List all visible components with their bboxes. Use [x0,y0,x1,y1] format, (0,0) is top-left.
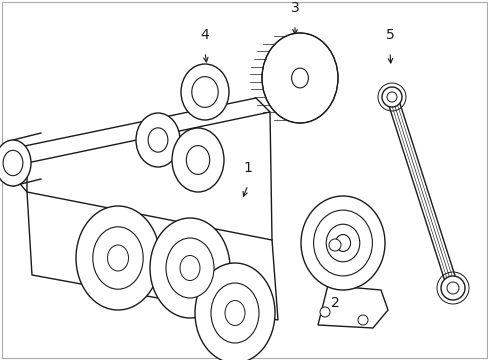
Polygon shape [15,98,269,163]
Ellipse shape [325,224,359,262]
Ellipse shape [274,48,325,108]
Circle shape [319,307,329,317]
Ellipse shape [262,33,337,123]
Ellipse shape [107,245,128,271]
Circle shape [357,315,367,325]
Polygon shape [27,192,278,320]
Polygon shape [386,95,457,290]
Ellipse shape [76,206,160,310]
Ellipse shape [0,140,31,186]
Polygon shape [15,148,27,192]
Ellipse shape [335,235,350,251]
Text: 3: 3 [290,1,299,15]
Ellipse shape [136,113,180,167]
Ellipse shape [271,44,328,112]
Ellipse shape [291,68,308,88]
Ellipse shape [277,52,322,104]
Text: 5: 5 [385,28,393,42]
Text: 2: 2 [330,296,339,310]
Ellipse shape [150,218,229,318]
Ellipse shape [148,128,167,152]
Ellipse shape [210,283,259,343]
Circle shape [386,92,396,102]
Ellipse shape [93,227,143,289]
Circle shape [328,239,340,251]
Ellipse shape [313,210,372,276]
Circle shape [381,87,401,107]
Ellipse shape [281,55,318,100]
Ellipse shape [264,37,334,119]
Ellipse shape [290,67,309,89]
Text: 4: 4 [200,28,209,42]
Ellipse shape [186,145,209,174]
Ellipse shape [284,59,315,97]
Ellipse shape [3,150,23,176]
Circle shape [446,282,458,294]
Ellipse shape [224,301,244,325]
Ellipse shape [172,128,224,192]
Polygon shape [317,285,387,328]
Ellipse shape [180,256,200,280]
Ellipse shape [287,63,312,93]
Ellipse shape [165,238,214,298]
Ellipse shape [268,40,331,116]
Ellipse shape [181,64,228,120]
Ellipse shape [301,196,384,290]
Ellipse shape [195,263,274,360]
Circle shape [440,276,464,300]
Ellipse shape [191,77,218,107]
Text: 1: 1 [243,161,252,175]
